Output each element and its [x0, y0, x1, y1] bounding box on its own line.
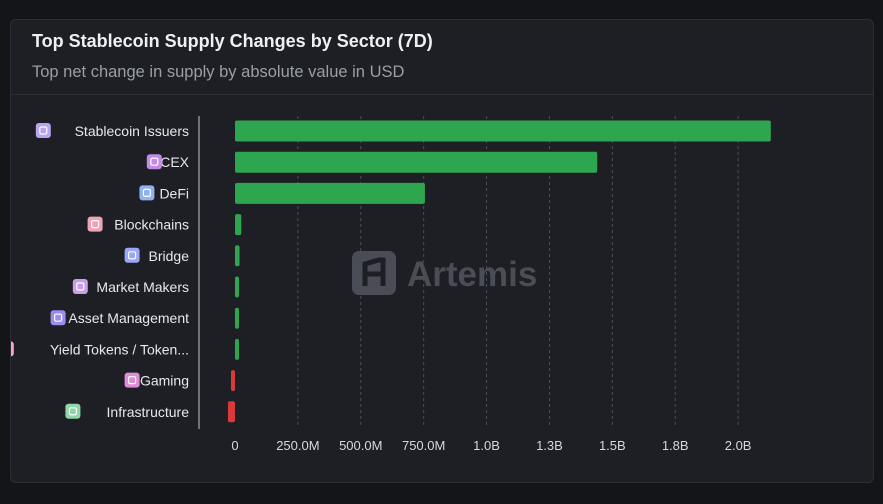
- bar-4[interactable]: [235, 214, 242, 236]
- x-tick-label-7: 1.5B: [599, 438, 626, 453]
- artemis-logo-mark: [362, 257, 386, 286]
- chart-subtitle: Top net change in supply by absolute val…: [32, 63, 405, 81]
- card-header: Top Stablecoin Supply Changes by Sector …: [11, 20, 873, 95]
- defi-icon: [139, 185, 155, 201]
- x-tick-label-2: 250.0M: [276, 438, 319, 453]
- category-label-4: Blockchains: [114, 217, 189, 233]
- x-tick-label-8: 1.8B: [662, 438, 689, 453]
- bar-6[interactable]: [235, 276, 240, 298]
- bridge-icon: [124, 247, 140, 263]
- cex-icon: [146, 154, 162, 170]
- defi-icon-glyph: [142, 188, 151, 197]
- x-tick-label-9: 2.0B: [725, 438, 752, 453]
- category-label-8: Yield Tokens / Token...: [50, 341, 189, 357]
- infrastructure-icon-glyph: [68, 407, 78, 416]
- x-tick-label-5: 1.0B: [473, 438, 500, 453]
- bar-3[interactable]: [235, 182, 425, 204]
- stablecoin-issuers-icon-glyph: [39, 126, 48, 135]
- x-tick-label-6: 1.3B: [536, 438, 563, 453]
- x-tick-label-1: 0: [231, 438, 238, 453]
- chart-title: Top Stablecoin Supply Changes by Sector …: [32, 31, 433, 51]
- asset-management-icon: [50, 310, 66, 326]
- watermark-text: Artemis: [407, 255, 537, 294]
- market-makers-icon-glyph: [76, 282, 85, 291]
- bar-8[interactable]: [235, 338, 239, 360]
- bar-1[interactable]: [235, 120, 771, 142]
- bar-9[interactable]: [231, 370, 235, 392]
- category-label-9: Gaming: [140, 373, 189, 389]
- yield-tokens-icon: [11, 341, 14, 357]
- gaming-icon: [124, 372, 140, 388]
- category-label-3: DeFi: [159, 185, 189, 201]
- category-label-6: Market Makers: [96, 279, 189, 295]
- x-tick-label-3: 500.0M: [339, 438, 382, 453]
- infrastructure-icon: [65, 403, 81, 419]
- gaming-icon-glyph: [127, 376, 137, 385]
- category-label-7: Asset Management: [68, 310, 189, 326]
- cex-icon-glyph: [150, 157, 159, 166]
- category-label-2: CEX: [160, 154, 189, 170]
- bar-2[interactable]: [235, 151, 598, 173]
- stablecoin-issuers-icon: [35, 123, 51, 138]
- x-tick-label-4: 750.0M: [402, 438, 445, 453]
- bar-7[interactable]: [235, 307, 239, 329]
- category-label-10: Infrastructure: [107, 404, 190, 420]
- blockchains-icon: [87, 216, 103, 232]
- blockchains-icon-glyph: [90, 220, 100, 229]
- bar-chart: Artemis Stablecoin Issuers CEX DeFi Blockcha…: [11, 116, 771, 453]
- market-makers-icon: [72, 279, 88, 294]
- asset-management-icon-glyph: [53, 313, 63, 322]
- bar-10[interactable]: [227, 401, 235, 423]
- chart-card: Top Stablecoin Supply Changes by Sector …: [10, 19, 874, 483]
- bridge-icon-glyph: [127, 251, 137, 260]
- category-label-5: Bridge: [149, 248, 190, 264]
- bar-5[interactable]: [235, 245, 240, 267]
- category-label-1: Stablecoin Issuers: [75, 123, 189, 139]
